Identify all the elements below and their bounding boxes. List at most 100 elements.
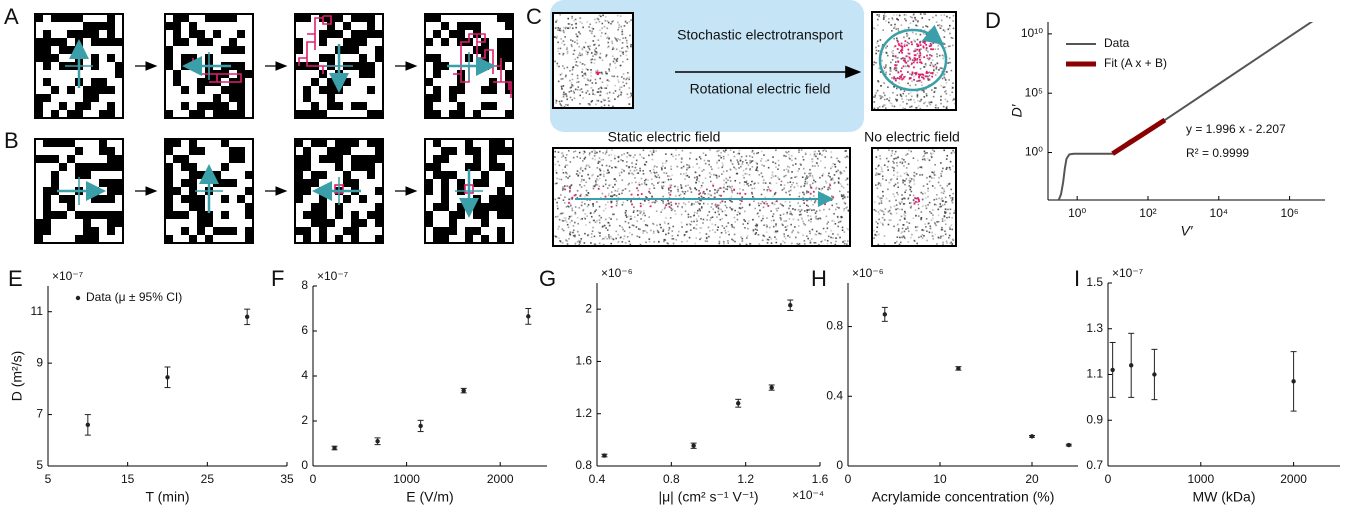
- obstacle: [473, 211, 481, 219]
- speckle: [684, 190, 687, 193]
- obstacle: [51, 14, 59, 22]
- obstacle: [213, 110, 221, 118]
- speckle: [791, 159, 793, 162]
- speckle: [661, 209, 664, 211]
- speckle: [597, 162, 600, 165]
- speckle: [876, 226, 879, 229]
- speckle: [560, 85, 563, 88]
- speckle: [625, 209, 627, 212]
- speckle: [839, 220, 842, 223]
- speckle: [878, 203, 880, 205]
- speckle: [695, 237, 698, 239]
- data-point: [332, 445, 337, 451]
- speckle: [585, 83, 587, 86]
- speckle: [643, 199, 646, 201]
- speckle: [943, 203, 946, 206]
- speckle: [675, 238, 678, 241]
- speckle: [600, 15, 602, 18]
- speckle: [629, 34, 631, 37]
- speckle: [772, 225, 775, 228]
- speckle: [557, 47, 560, 50]
- speckle: [819, 233, 822, 235]
- speckle: [633, 169, 636, 172]
- speckle: [772, 161, 774, 163]
- speckle: [823, 186, 826, 188]
- speckle: [771, 201, 774, 204]
- obstacle: [173, 187, 181, 195]
- speckle: [838, 161, 841, 163]
- speckle: [719, 155, 722, 157]
- speckle: [915, 33, 917, 35]
- speckle: [698, 180, 700, 183]
- speckle: [739, 158, 741, 160]
- speckle: [826, 227, 829, 230]
- speckle: [639, 167, 641, 170]
- speckle: [712, 183, 714, 186]
- speckle: [950, 152, 953, 154]
- speckle: [753, 183, 755, 185]
- speckle: [717, 207, 720, 209]
- speckle: [621, 179, 624, 182]
- speckle: [844, 239, 846, 242]
- speckle: [579, 168, 582, 171]
- particle: [763, 202, 766, 205]
- speckle: [583, 158, 586, 160]
- speckle: [695, 201, 697, 203]
- speckle: [555, 37, 558, 39]
- speckle: [931, 171, 933, 174]
- particle: [564, 188, 566, 191]
- obstacle: [359, 155, 367, 163]
- speckle: [883, 15, 885, 17]
- speckle: [601, 73, 604, 75]
- speckle: [566, 164, 569, 167]
- speckle: [663, 221, 666, 223]
- speckle: [875, 46, 877, 49]
- speckle: [904, 107, 906, 110]
- speckle: [610, 242, 612, 245]
- speckle: [878, 182, 880, 184]
- speckle: [932, 171, 935, 174]
- speckle: [770, 242, 773, 244]
- speckle: [755, 223, 758, 225]
- speckle: [790, 223, 792, 226]
- obstacle: [441, 179, 449, 187]
- speckle: [939, 67, 942, 70]
- speckle: [816, 152, 819, 155]
- speckle: [624, 212, 627, 214]
- obstacle: [197, 211, 205, 219]
- speckle: [821, 174, 824, 177]
- obstacle: [67, 30, 75, 38]
- speckle: [704, 192, 706, 195]
- speckle: [950, 224, 953, 226]
- speckle: [893, 174, 895, 176]
- speckle: [910, 95, 913, 98]
- speckle: [584, 213, 587, 215]
- speckle: [842, 241, 844, 243]
- speckle: [846, 227, 849, 230]
- legend-label: Data: [1104, 36, 1130, 50]
- speckle: [700, 207, 703, 209]
- speckle: [603, 99, 606, 102]
- speckle: [582, 208, 585, 211]
- obstacle: [35, 46, 43, 54]
- data-point: [691, 443, 696, 448]
- speckle: [921, 76, 923, 79]
- data-line: [1057, 22, 1314, 200]
- obstacle: [51, 187, 59, 195]
- speckle: [919, 79, 921, 82]
- speckle: [731, 200, 733, 203]
- speckle: [560, 100, 563, 102]
- speckle: [881, 210, 883, 212]
- speckle: [608, 154, 610, 157]
- speckle: [816, 157, 819, 160]
- speckle: [696, 177, 699, 180]
- speckle: [621, 28, 624, 31]
- speckle: [876, 187, 879, 190]
- speckle: [596, 17, 599, 20]
- obstacle: [449, 227, 457, 235]
- speckle: [577, 222, 580, 225]
- speckle: [788, 207, 790, 210]
- speckle: [908, 202, 911, 204]
- speckle: [644, 200, 646, 202]
- speckle: [914, 84, 917, 86]
